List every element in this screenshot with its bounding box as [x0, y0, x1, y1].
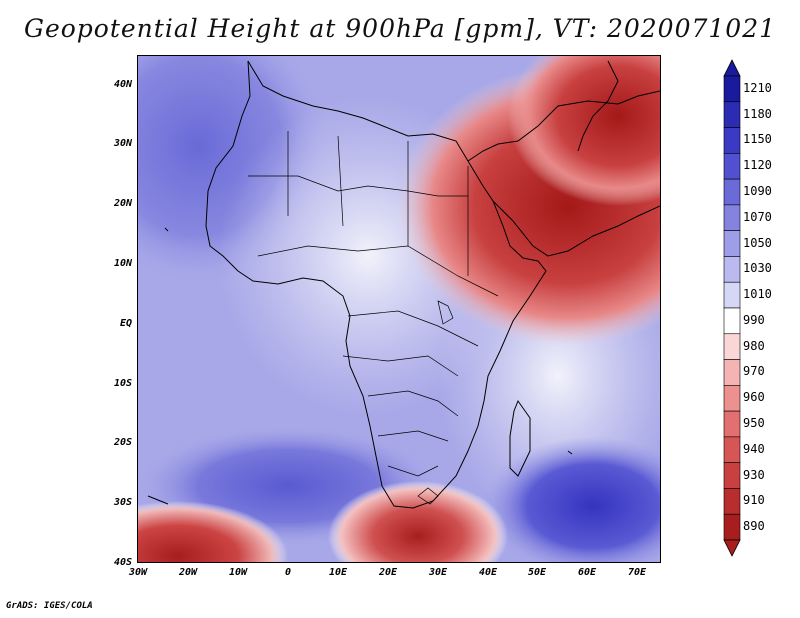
- colorbar-cell: [723, 178, 741, 206]
- colorbar: [723, 59, 741, 557]
- colorbar-label: 960: [743, 390, 765, 405]
- colorbar-cell: [723, 513, 741, 541]
- colorbar-label: 910: [743, 493, 765, 508]
- colorbar-cell: [723, 256, 741, 283]
- colorbar-cell: [723, 359, 741, 386]
- colorbar-cell: [723, 333, 741, 360]
- lon-label-50e: 50E: [527, 567, 547, 578]
- lon-label-60e: 60E: [577, 567, 597, 578]
- colorbar-cell: [723, 488, 741, 515]
- colorbar-cell: [723, 281, 741, 309]
- colorbar-label: 1030: [743, 261, 772, 276]
- lat-label-30s: 30S: [113, 497, 132, 508]
- lon-label-10e: 10E: [328, 567, 348, 578]
- colorbar-cell: [723, 230, 741, 257]
- colorbar-cell: [723, 410, 741, 438]
- lon-label-10w: 10W: [228, 567, 248, 578]
- credit-text: GrADS: IGES/COLA: [6, 601, 93, 611]
- colorbar-cells: [723, 59, 741, 557]
- persian-gulf-coast: [577, 60, 619, 152]
- asian-heat-low: [508, 56, 660, 206]
- madagascar: [509, 399, 531, 477]
- africa-coastline: [205, 60, 547, 509]
- colorbar-bottom-arrow: [723, 539, 741, 557]
- colorbar-cell: [723, 462, 741, 489]
- colorbar-cell: [723, 127, 741, 154]
- lat-label-30n: 30N: [113, 138, 132, 149]
- colorbar-label: 1090: [743, 184, 772, 198]
- arabian-coast: [492, 200, 660, 257]
- south-african-low: [328, 481, 508, 562]
- colorbar-label: 1050: [743, 235, 772, 250]
- lon-label-30e: 30E: [428, 567, 448, 578]
- colorbar-label: 1010: [743, 287, 772, 302]
- colorbar-label: 1120: [743, 158, 772, 173]
- colorbar-label: 980: [743, 338, 765, 353]
- lon-label-20w: 20W: [178, 567, 198, 578]
- colorbar-label: 970: [743, 364, 765, 379]
- colorbar-top-arrow: [723, 59, 741, 77]
- colorbar-label: 990: [743, 312, 765, 327]
- lat-label-40n: 40N: [113, 79, 132, 90]
- lat-label-20s: 20S: [113, 437, 132, 448]
- lat-label-40s: 40S: [113, 557, 132, 568]
- lat-label-eq: EQ: [119, 318, 132, 329]
- colorbar-cell: [723, 75, 741, 103]
- height-field-map: [138, 56, 660, 562]
- colorbar-cell: [723, 204, 741, 231]
- lon-label-0: 0: [284, 567, 292, 578]
- colorbar-cell: [723, 436, 741, 463]
- country-borders: [248, 131, 499, 505]
- lon-label-40e: 40E: [478, 567, 498, 578]
- colorbar-label: 940: [743, 441, 765, 456]
- lat-label-10n: 10N: [113, 258, 132, 269]
- coastlines: [147, 60, 660, 509]
- islands: [147, 227, 573, 505]
- lon-label-30w: 30W: [128, 567, 148, 578]
- colorbar-cell: [723, 153, 741, 180]
- colorbar-label: 950: [743, 416, 765, 430]
- lat-label-20n: 20N: [113, 198, 132, 209]
- middle-east-coast: [467, 90, 660, 162]
- colorbar-cell: [723, 101, 741, 128]
- colorbar-label: 890: [743, 519, 765, 534]
- colorbar-label: 930: [743, 467, 765, 482]
- lon-label-20e: 20E: [378, 567, 398, 578]
- colorbar-cell: [723, 307, 741, 335]
- southwest-low: [138, 501, 288, 562]
- lat-label-10s: 10S: [113, 378, 132, 389]
- colorbar-cell: [723, 385, 741, 412]
- map-panel: [137, 55, 661, 563]
- colorbar-label: 1180: [743, 106, 772, 121]
- map-title: Geopotential Height at 900hPa [gpm], VT:…: [23, 14, 777, 43]
- colorbar-label: 1210: [743, 80, 772, 95]
- colorbar-label: 1150: [743, 132, 772, 147]
- mascarene-high: [483, 436, 660, 562]
- lon-label-70e: 70E: [627, 567, 647, 578]
- colorbar-label: 1070: [743, 209, 772, 224]
